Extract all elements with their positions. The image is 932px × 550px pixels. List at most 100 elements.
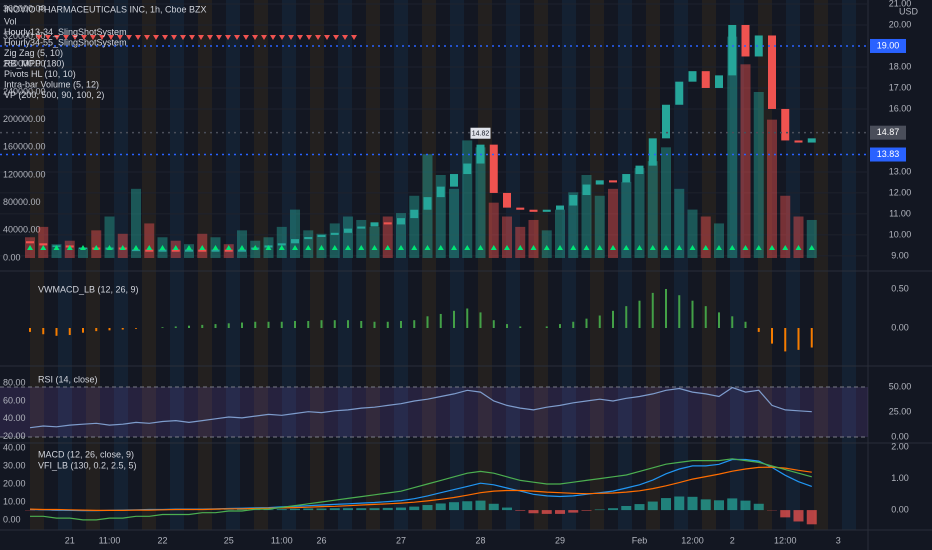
bar — [174, 326, 177, 329]
candle — [754, 35, 763, 57]
candle — [211, 249, 220, 252]
candle — [185, 249, 193, 252]
signal-marker — [305, 245, 312, 250]
volume-bar — [449, 188, 459, 259]
histogram-bar — [316, 508, 327, 511]
price-level-label: 19.00 — [877, 40, 900, 50]
x-tick-label: 27 — [396, 535, 406, 545]
candle — [344, 228, 352, 233]
stripe — [170, 0, 184, 530]
y-tick-label: 0.50 — [891, 283, 909, 293]
bar — [585, 318, 588, 329]
stripe — [142, 0, 156, 530]
bar — [625, 306, 628, 329]
histogram-bar — [806, 510, 817, 525]
bar — [797, 328, 800, 350]
y2-tick-label: 280000.00 — [3, 59, 46, 69]
candle — [224, 249, 233, 252]
signal-marker — [108, 35, 114, 40]
histogram-bar — [793, 510, 804, 522]
chart-title: INOVIO PHARMACEUTICALS INC, 1h, Cboe BZX — [4, 4, 207, 14]
candle — [503, 192, 511, 208]
price-level-box — [870, 147, 906, 162]
candle — [132, 249, 140, 252]
candle — [238, 249, 246, 252]
candle — [463, 163, 472, 175]
candle — [397, 218, 405, 225]
volume-bar — [594, 195, 605, 259]
candle — [291, 239, 299, 244]
volume-bar — [290, 209, 300, 259]
candle — [39, 243, 48, 246]
signal-marker — [180, 35, 186, 40]
signal-marker — [36, 35, 42, 40]
signal-marker — [72, 35, 78, 40]
stripe — [786, 0, 800, 530]
candle — [542, 209, 551, 212]
currency: USD — [899, 6, 919, 16]
bar — [466, 308, 469, 329]
indicator-legend: VP (200, 500, 90, 100, 2) — [4, 90, 104, 100]
histogram-bar — [237, 509, 247, 511]
histogram-bar — [290, 508, 300, 511]
stripe — [198, 0, 212, 530]
y2-tick-label: 20.00 — [3, 478, 26, 488]
signal-marker — [649, 245, 656, 250]
histogram-bar — [740, 500, 751, 511]
candle — [701, 71, 710, 88]
candle — [781, 108, 790, 141]
bar — [771, 328, 773, 344]
bar — [757, 328, 760, 332]
stripe — [702, 0, 716, 530]
histogram-bar — [568, 510, 579, 513]
signal-marker — [742, 245, 749, 250]
candle — [198, 249, 207, 252]
stripe — [562, 0, 576, 530]
volume-bar — [343, 216, 353, 259]
bar — [718, 312, 720, 329]
x-tick-label: 12:00 — [774, 535, 797, 545]
bar — [95, 328, 98, 332]
signal-marker — [252, 245, 259, 250]
y2-tick-label: 360000.00 — [3, 3, 46, 13]
signal-marker — [278, 245, 285, 250]
volume-bar — [303, 230, 314, 259]
signal-marker — [477, 245, 484, 250]
volume-bar — [541, 230, 552, 259]
x-tick-label: 29 — [555, 535, 565, 545]
volume-bar — [38, 226, 49, 259]
y-tick-label: 18.00 — [889, 61, 912, 71]
signal-marker — [808, 245, 815, 250]
x-tick-label: 3 — [836, 535, 841, 545]
x-tick-label: 2 — [730, 535, 735, 545]
candle — [410, 209, 419, 219]
signal-marker — [583, 245, 590, 250]
candle — [516, 207, 525, 210]
bar — [82, 328, 84, 333]
volume-bar — [753, 91, 764, 259]
signal-marker — [557, 245, 563, 250]
signal-marker — [437, 245, 444, 250]
y-tick-label: 50.00 — [889, 381, 912, 391]
indicator-legend: RB_MPP (180) — [4, 58, 64, 68]
bar — [135, 328, 137, 329]
y2-tick-label: 320000.00 — [3, 31, 46, 41]
signal-marker — [676, 245, 683, 250]
histogram-bar — [343, 508, 353, 511]
bar — [320, 320, 323, 329]
pane-title: RSI (14, close) — [38, 374, 98, 384]
price-level-label: 13.83 — [877, 149, 900, 159]
volume-bar — [674, 188, 685, 259]
signal-marker — [40, 245, 47, 250]
x-tick-label: 25 — [224, 535, 234, 545]
stripe — [114, 0, 128, 530]
stripe — [814, 0, 828, 530]
bar — [254, 321, 257, 329]
volume-bar — [462, 140, 473, 259]
candle — [370, 222, 379, 227]
volume-bar — [621, 181, 632, 259]
signal-marker — [451, 245, 457, 250]
bar — [121, 328, 124, 330]
volume-bar — [475, 147, 486, 259]
